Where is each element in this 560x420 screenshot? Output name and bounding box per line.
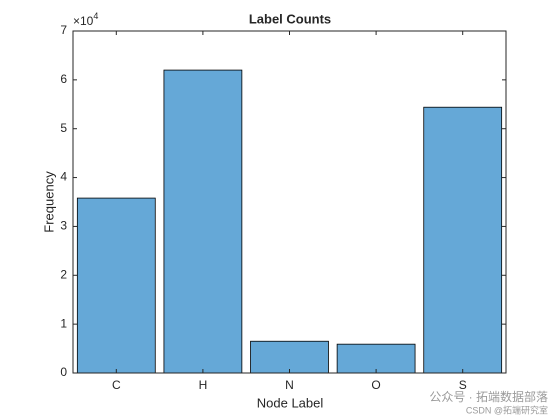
bar <box>250 340 329 374</box>
y-tick-label: 6 <box>60 72 67 86</box>
bar <box>163 69 243 374</box>
axis-multiplier: ×104 <box>73 11 98 28</box>
multiplier-base: ×10 <box>73 14 94 28</box>
x-tick-label: H <box>199 378 208 392</box>
y-tick-label: 0 <box>60 365 67 379</box>
bar <box>76 197 156 374</box>
y-tick-label: 7 <box>60 23 67 37</box>
multiplier-exponent: 4 <box>93 11 98 21</box>
x-tick-label: C <box>112 378 121 392</box>
bar <box>336 343 416 374</box>
watermark: 公众号 · 拓端数据部落 <box>429 389 548 404</box>
axes-box <box>72 30 507 374</box>
y-tick-label: 1 <box>60 316 67 330</box>
x-tick-label: N <box>285 378 294 392</box>
y-tick-label: 4 <box>60 170 67 184</box>
x-axis-label: Node Label <box>257 395 324 410</box>
watermark: CSDN @拓端研究室 <box>466 404 548 415</box>
x-tick-label: S <box>459 378 467 392</box>
y-tick-label: 2 <box>60 267 67 281</box>
bar <box>423 106 503 374</box>
y-tick-label: 3 <box>60 219 67 233</box>
x-tick-label: O <box>371 378 380 392</box>
y-axis-label: Frequency <box>41 171 56 233</box>
chart-title: Label Counts <box>249 11 331 26</box>
y-tick-label: 5 <box>60 121 67 135</box>
